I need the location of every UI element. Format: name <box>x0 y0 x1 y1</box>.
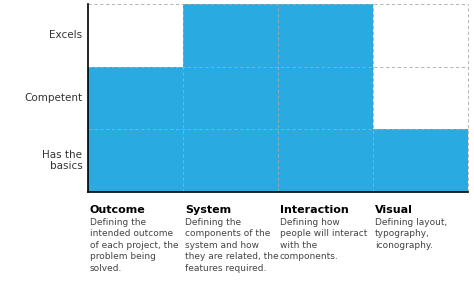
Bar <box>183 67 278 129</box>
Text: Outcome: Outcome <box>90 205 146 215</box>
Bar <box>373 4 468 67</box>
Text: Interaction: Interaction <box>280 205 349 215</box>
Text: Defining layout,
typography,
iconography.: Defining layout, typography, iconography… <box>375 218 447 250</box>
Bar <box>88 67 183 129</box>
Bar <box>278 67 373 129</box>
Bar <box>183 129 278 192</box>
Text: Competent: Competent <box>24 93 82 103</box>
Bar <box>278 129 373 192</box>
Text: Has the
basics: Has the basics <box>42 150 82 171</box>
Bar <box>183 4 278 67</box>
Text: Visual: Visual <box>375 205 413 215</box>
Text: Defining the
components of the
system and how
they are related, the
features req: Defining the components of the system an… <box>185 218 279 273</box>
Text: System: System <box>185 205 231 215</box>
Bar <box>88 4 183 67</box>
Text: Defining how
people will interact
with the
components.: Defining how people will interact with t… <box>280 218 367 261</box>
Bar <box>278 4 373 67</box>
Text: Defining the
intended outcome
of each project, the
problem being
solved.: Defining the intended outcome of each pr… <box>90 218 179 273</box>
Text: Excels: Excels <box>49 30 82 40</box>
Bar <box>88 129 183 192</box>
Bar <box>373 67 468 129</box>
Bar <box>373 129 468 192</box>
